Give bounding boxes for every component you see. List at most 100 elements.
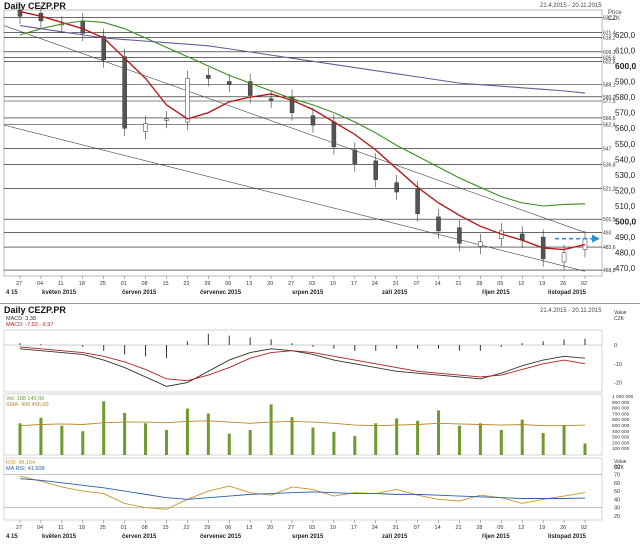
- rsi-axis-label: 40: [614, 497, 620, 503]
- date-tick-label: 18: [79, 281, 85, 287]
- rsi-legend-2: MA RSI: 41,508: [6, 466, 45, 472]
- date-tick-label: 31: [393, 281, 399, 287]
- volume-bar: [164, 429, 168, 455]
- rsi-axis-label: 70: [614, 473, 620, 479]
- date-tick-label: 02: [581, 281, 587, 287]
- date-tick-label: 20: [267, 525, 273, 531]
- macd-axis-label: -20: [614, 381, 622, 387]
- candle-body: [331, 121, 337, 148]
- price-date-range: 21.4.2015 - 20.11.2015: [540, 3, 602, 9]
- volume-axis-label: 500 000: [612, 423, 630, 429]
- candle-body: [436, 216, 441, 232]
- candle-body: [352, 149, 358, 165]
- y-axis-label: 550,0: [615, 140, 636, 149]
- date-tick-label: 17: [351, 525, 357, 531]
- date-tick-label: 15: [162, 525, 168, 531]
- date-tick-label: 18: [79, 525, 85, 531]
- month-label: 4 15: [6, 534, 18, 540]
- date-tick-label: 08: [142, 525, 148, 531]
- date-tick-label: 14: [435, 281, 441, 287]
- month-label: srpen 2015: [292, 290, 324, 296]
- date-tick-label: 28: [476, 281, 482, 287]
- sma-line-20: [19, 10, 586, 251]
- month-label: říjen 2015: [482, 534, 510, 540]
- candle-body: [143, 123, 148, 132]
- date-tick-label: 24: [372, 525, 378, 531]
- candle-body: [80, 20, 86, 34]
- date-tick-label: 26: [560, 525, 566, 531]
- volume-axis-label: 100 000: [612, 446, 630, 452]
- level-label: 547: [603, 146, 612, 152]
- volume-bar: [499, 429, 503, 455]
- date-tick-label: 03: [309, 281, 315, 287]
- level-label: 631,2: [603, 15, 616, 21]
- y-axis-label: 540,0: [615, 155, 636, 164]
- date-tick-label: 10: [330, 281, 336, 287]
- level-label: 536,8: [603, 162, 616, 168]
- date-tick-label: 15: [162, 281, 168, 287]
- date-tick-label: 29: [204, 525, 210, 531]
- date-tick-label: 26: [560, 281, 566, 287]
- date-tick-label: 21: [455, 525, 461, 531]
- macd-legend-1: MACD: 3,38: [6, 316, 36, 322]
- level-label: 501,5: [603, 217, 616, 223]
- volume-bar: [102, 401, 106, 455]
- month-label: červen 2015: [122, 290, 157, 296]
- date-tick-label: 05: [497, 281, 503, 287]
- y-axis-label: 530,0: [615, 171, 636, 180]
- trend-line-lower: [3, 124, 586, 272]
- candle-body: [268, 98, 274, 101]
- month-label: červen 2015: [122, 534, 157, 540]
- level-label: 602,8: [603, 60, 616, 66]
- level-label: 468,8: [603, 268, 616, 274]
- rsi-axis-label: 50: [614, 489, 620, 495]
- macd-axis-unit: CZK: [614, 316, 625, 322]
- volume-bar: [18, 423, 22, 455]
- date-tick-label: 13: [246, 525, 252, 531]
- date-tick-label: 05: [497, 525, 503, 531]
- volume-bar: [541, 433, 545, 455]
- month-label: květen 2015: [42, 290, 77, 296]
- date-tick-label: 10: [330, 525, 336, 531]
- volume-axis-label: 300 000: [612, 435, 630, 441]
- volume-bar: [332, 431, 336, 455]
- volume-sma-line: [19, 420, 586, 427]
- macd-axis-label: -10: [614, 362, 622, 368]
- date-tick-label: 08: [142, 281, 148, 287]
- date-tick-label: 25: [100, 525, 106, 531]
- y-axis-label: 620,0: [615, 31, 636, 40]
- candle-body: [185, 78, 190, 123]
- volume-axis-label: 800 000: [612, 406, 630, 412]
- level-label: 577,5: [603, 99, 616, 105]
- macd-axis-header: Value: [614, 310, 627, 316]
- volume-bar: [144, 423, 148, 455]
- date-tick-label: 11: [58, 281, 64, 287]
- level-label: 562,4: [603, 122, 616, 128]
- volume-bar: [374, 423, 378, 455]
- date-tick-label: 12: [518, 525, 524, 531]
- volume-bar: [290, 417, 294, 455]
- candle-body: [101, 36, 106, 61]
- price-plot-area: [3, 9, 603, 277]
- candle-body: [289, 96, 295, 113]
- date-tick-label: 01: [121, 281, 127, 287]
- volume-bar: [520, 419, 524, 455]
- volume-bar: [123, 412, 127, 455]
- y-axis-label: 500,0: [615, 217, 637, 227]
- volume-bar: [395, 418, 399, 455]
- date-tick-label: 06: [225, 281, 231, 287]
- volume-bar: [353, 436, 357, 455]
- candle-body: [415, 188, 420, 215]
- date-tick-label: 04: [37, 281, 43, 287]
- level-label: 566,6: [603, 116, 616, 122]
- level-label: 521,2: [603, 187, 616, 193]
- candle-body: [122, 56, 127, 129]
- candle-body: [17, 9, 23, 17]
- volume-bar: [39, 417, 43, 455]
- macd-signal-line: [19, 346, 586, 382]
- date-tick-label: 29: [204, 281, 210, 287]
- date-tick-label: 21: [455, 281, 461, 287]
- macd-axis-label: 0: [614, 343, 617, 349]
- date-tick-label: 24: [372, 281, 378, 287]
